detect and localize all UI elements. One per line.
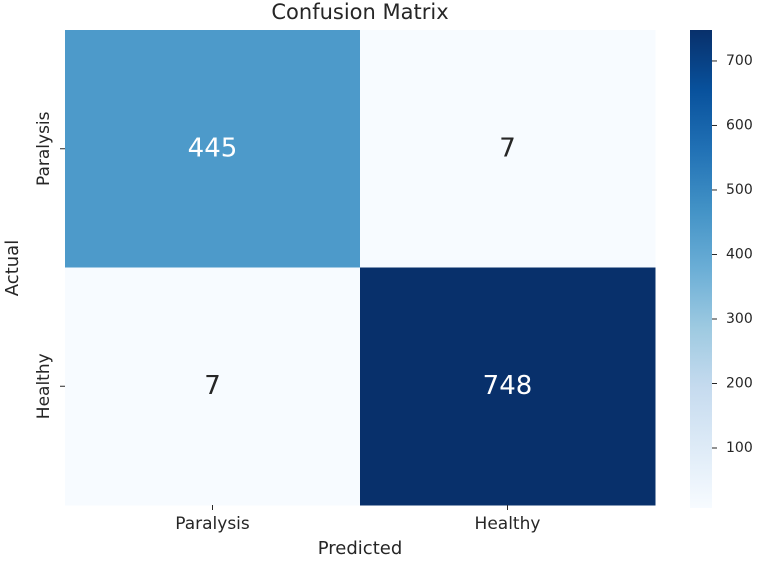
cell-label: 7	[204, 371, 221, 401]
colorbar	[690, 30, 712, 508]
heatmap-cell	[65, 267, 361, 506]
cell-label: 748	[483, 371, 533, 401]
colorbar-tick-label: 700	[726, 53, 753, 69]
y-tick-label: Paralysis	[34, 111, 54, 186]
x-axis-label: Predicted	[318, 538, 403, 559]
colorbar-tick-label: 200	[726, 376, 753, 392]
y-tick-label: Healthy	[34, 353, 54, 419]
heatmap-cell	[65, 30, 361, 268]
heatmap-cell	[360, 267, 656, 506]
cell-label: 445	[188, 133, 238, 163]
cell-label: 7	[499, 133, 516, 163]
colorbar-tick-label: 100	[726, 440, 753, 456]
colorbar-tick-label: 600	[726, 117, 753, 133]
x-tick-label: Paralysis	[175, 514, 250, 534]
heatmap-cell	[360, 30, 656, 268]
colorbar-tick-label: 300	[726, 311, 753, 327]
colorbar-tick-label: 500	[726, 182, 753, 198]
chart-title: Confusion Matrix	[271, 0, 448, 24]
y-axis-label: Actual	[2, 240, 23, 296]
colorbar-tick-label: 400	[726, 246, 753, 262]
x-tick-label: Healthy	[475, 514, 541, 534]
